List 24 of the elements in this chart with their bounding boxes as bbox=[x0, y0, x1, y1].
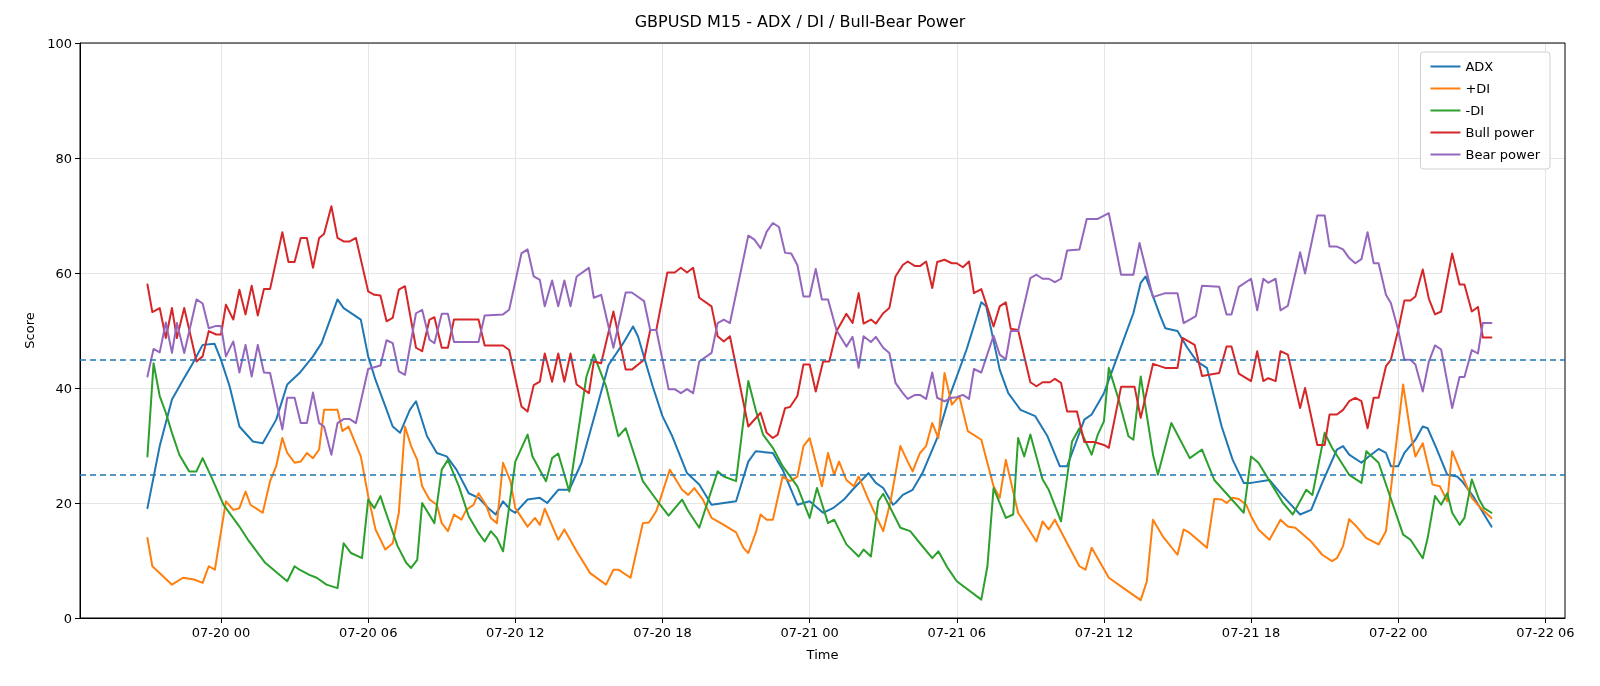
y-tick-label: 40 bbox=[55, 380, 72, 396]
chart-title: GBPUSD M15 - ADX / DI / Bull-Bear Power bbox=[634, 11, 966, 31]
x-tick-label: 07-20 00 bbox=[191, 625, 251, 640]
x-tick-label: 07-20 18 bbox=[633, 625, 692, 640]
x-tick-label: 07-21 06 bbox=[927, 625, 986, 640]
legend-label: Bull power bbox=[1465, 125, 1535, 140]
x-tick-label: 07-21 18 bbox=[1221, 625, 1281, 640]
x-tick-label: 07-21 12 bbox=[1074, 625, 1134, 640]
y-tick-label: 100 bbox=[47, 35, 72, 51]
y-axis-title: Score bbox=[22, 312, 37, 349]
x-tick-label: 07-21 00 bbox=[780, 625, 839, 640]
y-tick-label: 20 bbox=[55, 495, 72, 511]
y-tick-label: 80 bbox=[55, 150, 72, 166]
legend-label: ADX bbox=[1465, 59, 1494, 74]
legend-label: -DI bbox=[1465, 103, 1485, 118]
x-tick-label: 07-22 06 bbox=[1516, 625, 1575, 640]
y-tick-label: 0 bbox=[63, 610, 72, 626]
x-tick-label: 07-20 12 bbox=[486, 625, 545, 640]
legend-label: Bear power bbox=[1465, 147, 1541, 162]
y-tick-label: 60 bbox=[55, 265, 72, 281]
x-tick-label: 07-20 06 bbox=[338, 625, 398, 640]
legend-label: +DI bbox=[1465, 81, 1491, 96]
x-axis-title: Time bbox=[805, 647, 839, 662]
x-tick-label: 07-22 00 bbox=[1369, 625, 1428, 640]
